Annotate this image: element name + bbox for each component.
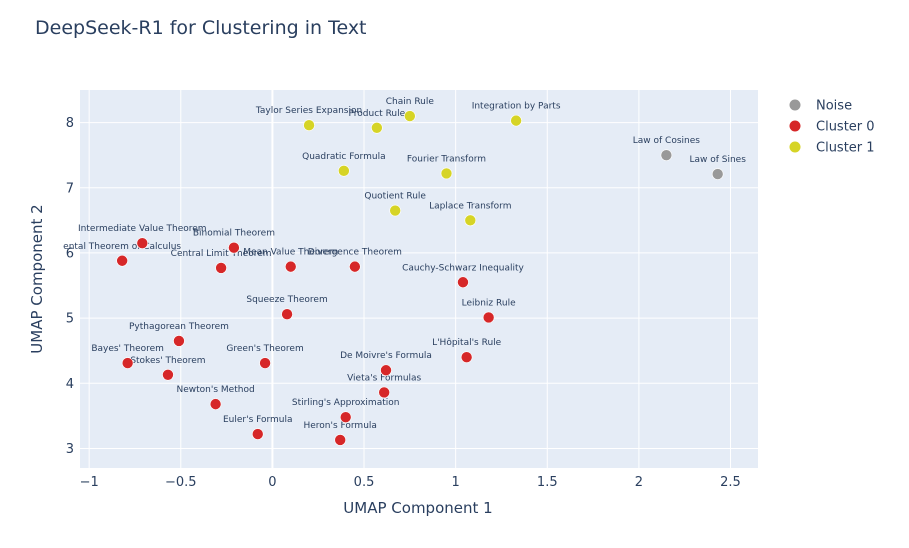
legend-label-cluster-1: Cluster 1 [816, 141, 875, 156]
point-fourier-transform[interactable] [440, 167, 453, 180]
y-tick-label: 4 [66, 377, 74, 392]
x-tick-label: 2.5 [720, 475, 741, 490]
y-tick-label: 3 [66, 442, 74, 457]
y-tick-label: 8 [66, 116, 74, 131]
point-laplace-transform[interactable] [464, 214, 477, 227]
y-tick-label: 6 [66, 246, 74, 261]
point-label-stirling-s-approximation: Stirling's Approximation [292, 398, 400, 408]
x-tick-label: 0 [268, 475, 276, 490]
point-label-green-s-theorem: Green's Theorem [226, 344, 303, 354]
point-label-law-of-cosines: Law of Cosines [633, 136, 701, 146]
point-mean-value-theorem[interactable] [284, 260, 297, 273]
point-label-heron-s-formula: Heron's Formula [303, 421, 376, 431]
point-label-mean-value-theorem: Mean Value Theorem [243, 248, 338, 258]
legend-label-cluster-0: Cluster 0 [816, 120, 875, 135]
legend-marker-noise [789, 99, 801, 111]
x-axis-title: UMAP Component 1 [343, 499, 492, 517]
point-chain-rule[interactable] [404, 110, 416, 122]
point-central-limit-theorem[interactable] [215, 262, 227, 274]
point-label-bayes-theorem: Bayes' Theorem [91, 344, 164, 354]
legend-item-cluster-1[interactable]: Cluster 1 [789, 141, 875, 156]
x-tick-label: 0.5 [354, 475, 375, 490]
point-law-of-sines[interactable] [711, 168, 724, 180]
point-divergence-theorem[interactable] [349, 260, 361, 273]
point-bayes-theorem[interactable] [121, 357, 134, 369]
point-label-euler-s-formula: Euler's Formula [223, 415, 293, 425]
point-integration-by-parts[interactable] [510, 114, 522, 127]
point-leibniz-rule[interactable] [482, 311, 495, 324]
x-tick-label: 1 [452, 475, 460, 490]
point-heron-s-formula[interactable] [334, 434, 347, 446]
point-pythagorean-theorem[interactable] [173, 335, 185, 347]
point-label-leibniz-rule: Leibniz Rule [462, 298, 516, 308]
chart-title: DeepSeek-R1 for Clustering in Text [35, 17, 367, 39]
point-green-s-theorem[interactable] [259, 357, 271, 369]
point-layer [116, 110, 724, 446]
point-label-squeeze-theorem: Squeeze Theorem [246, 295, 327, 305]
point-label-stokes-theorem: Stokes' Theorem [130, 356, 205, 366]
x-tick-label: −1 [80, 475, 99, 490]
x-tick-label: 1.5 [537, 475, 558, 490]
point-label-central-limit-theorem: Central Limit Theorem [171, 249, 272, 259]
point-quotient-rule[interactable] [389, 204, 401, 217]
legend-label-noise: Noise [816, 99, 852, 114]
axis-layer: −1 −0.5 0 0.5 1 1.5 2 2.5 3 4 5 6 7 8 [66, 116, 741, 490]
point-product-rule[interactable] [371, 122, 383, 134]
y-axis-title: UMAP Component 2 [28, 204, 46, 353]
legend-marker-cluster-0 [789, 120, 801, 132]
point-label-intermediate-value-theorem: Intermediate Value Theorem [78, 224, 207, 234]
point-ental-theorem-of-calculus[interactable] [116, 254, 128, 267]
point-label-fourier-transform: Fourier Transform [407, 154, 486, 164]
point-stirling-s-approximation[interactable] [339, 411, 352, 423]
point-taylor-series-expansion[interactable] [303, 119, 315, 131]
legend-marker-cluster-1 [789, 141, 801, 153]
point-label-law-of-sines: Law of Sines [689, 155, 746, 165]
x-tick-label: −0.5 [165, 475, 197, 490]
x-tick-label: 2 [635, 475, 643, 490]
point-label-quotient-rule: Quotient Rule [364, 192, 426, 202]
point-newton-s-method[interactable] [209, 398, 222, 410]
y-tick-label: 5 [66, 312, 74, 327]
point-label-quadratic-formula: Quadratic Formula [302, 152, 385, 162]
point-binomial-theorem[interactable] [228, 241, 240, 254]
point-quadratic-formula[interactable] [338, 165, 350, 177]
point-label-integration-by-parts: Integration by Parts [472, 102, 561, 112]
point-de-moivre-s-formula[interactable] [380, 364, 392, 377]
point-l-h-pital-s-rule[interactable] [460, 351, 473, 364]
point-vieta-s-formulas[interactable] [378, 386, 390, 399]
point-label-l-h-pital-s-rule: L'Hôpital's Rule [432, 337, 502, 348]
point-label-chain-rule: Chain Rule [386, 97, 435, 107]
point-label-vieta-s-formulas: Vieta's Formulas [347, 373, 421, 383]
point-label-laplace-transform: Laplace Transform [429, 201, 511, 211]
point-label-cauchy-schwarz-inequality: Cauchy-Schwarz Inequality [402, 263, 524, 273]
plot-background [80, 90, 758, 468]
legend-item-cluster-0[interactable]: Cluster 0 [789, 120, 875, 135]
point-label-newton-s-method: Newton's Method [177, 385, 255, 395]
point-label-layer: Law of Cosines Law of Sines Intermediate V… [63, 97, 746, 431]
point-label-taylor-series-expansion: Taylor Series Expansion [255, 106, 362, 116]
point-squeeze-theorem[interactable] [281, 308, 293, 320]
point-cauchy-schwarz-inequality[interactable] [457, 276, 469, 289]
legend-item-noise[interactable]: Noise [789, 99, 853, 114]
point-euler-s-formula[interactable] [251, 428, 264, 440]
point-law-of-cosines[interactable] [660, 149, 673, 161]
point-label-de-moivre-s-formula: De Moivre's Formula [340, 351, 432, 361]
point-intermediate-value-theorem[interactable] [136, 237, 149, 249]
point-label-divergence-theorem: Divergence Theorem [308, 248, 402, 258]
point-label-pythagorean-theorem: Pythagorean Theorem [129, 322, 229, 332]
legend: Noise Cluster 0 Cluster 1 [789, 99, 875, 156]
point-label-ental-theorem-of-calculus: ental Theorem of Calculus [63, 242, 181, 252]
y-tick-label: 7 [66, 181, 74, 196]
point-label-binomial-theorem: Binomial Theorem [193, 229, 275, 239]
grid-layer [80, 90, 758, 468]
point-label-product-rule: Product Rule [349, 109, 406, 119]
point-stokes-theorem[interactable] [162, 369, 174, 381]
